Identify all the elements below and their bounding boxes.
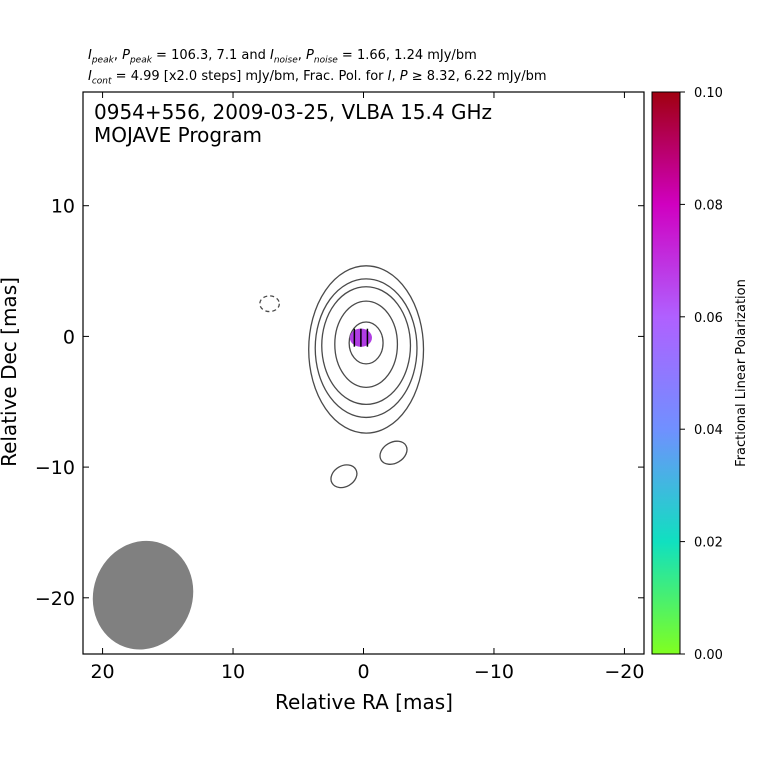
y-tick-label: 10 <box>51 196 75 218</box>
i-cont-sub: cont <box>91 76 112 87</box>
contour-ring <box>348 321 384 365</box>
negative-contour <box>259 295 281 313</box>
p-symbol: P <box>399 69 408 84</box>
x-tick-label: 20 <box>90 661 114 683</box>
small-contour <box>330 464 358 489</box>
i-peak-symbol: I <box>88 48 92 63</box>
beam-ellipse <box>92 540 194 650</box>
colorbar-tick-label: 0.02 <box>694 536 723 551</box>
y-axis-label: Relative Dec [mas] <box>0 277 21 467</box>
axis-ticks: 20 10 0 −10 −20 10 0 −10 −20 <box>35 92 644 683</box>
header-line-2: Icont = 4.99 [x2.0 steps] mJy/bm, Frac. … <box>88 69 547 87</box>
contour-ring <box>334 300 399 389</box>
contour-group <box>259 265 425 489</box>
peak-values: = 106.3, 7.1 and <box>151 48 270 63</box>
i-peak-sub: peak <box>91 55 114 66</box>
colorbar-label: Fractional Linear Polarization <box>734 279 749 467</box>
colorbar-tick-label: 0.04 <box>694 423 723 438</box>
cont-values: = 4.99 [x2.0 steps] mJy/bm, Frac. Pol. f… <box>111 69 388 84</box>
contour-ring <box>308 265 425 434</box>
y-tick-label: −10 <box>35 457 75 479</box>
p-noise-symbol: P <box>306 48 314 63</box>
x-tick-label: 0 <box>357 661 369 683</box>
chart-title-line-1: 0954+556, 2009-03-25, VLBA 15.4 GHz <box>94 100 492 124</box>
x-tick-label: 10 <box>221 661 245 683</box>
colorbar-ticks: 0.00 0.02 0.04 0.06 0.08 0.10 <box>680 86 723 663</box>
contour-ring <box>321 286 412 406</box>
threshold-values: ≥ 8.32, 6.22 mJy/bm <box>407 69 547 84</box>
i-cont-symbol: I <box>88 69 92 84</box>
p-noise-sub: noise <box>313 55 338 66</box>
p-peak-sub: peak <box>129 55 152 66</box>
colorbar-tick-label: 0.10 <box>694 86 723 101</box>
x-axis-label: Relative RA [mas] <box>275 690 453 714</box>
x-tick-label: −20 <box>604 661 644 683</box>
noise-values: = 1.66, 1.24 mJy/bm <box>337 48 477 63</box>
i-noise-symbol: I <box>269 48 274 63</box>
colorbar <box>651 91 681 655</box>
colorbar-tick-label: 0.06 <box>694 311 723 326</box>
header-line-1: Ipeak, Ppeak = 106.3, 7.1 and Inoise, Pn… <box>88 48 477 66</box>
x-tick-label: −10 <box>474 661 514 683</box>
y-tick-label: −20 <box>35 588 75 610</box>
contour-ring <box>314 278 418 419</box>
small-contour <box>379 440 408 465</box>
i-noise-sub: noise <box>273 55 298 66</box>
y-tick-label: 0 <box>63 326 75 348</box>
i-symbol: I <box>387 69 392 84</box>
chart-title-line-2: MOJAVE Program <box>94 123 262 147</box>
colorbar-tick-label: 0.08 <box>694 198 723 213</box>
p-peak-symbol: P <box>122 48 130 63</box>
map-extras <box>92 328 372 650</box>
colorbar-tick-label: 0.00 <box>694 648 723 663</box>
